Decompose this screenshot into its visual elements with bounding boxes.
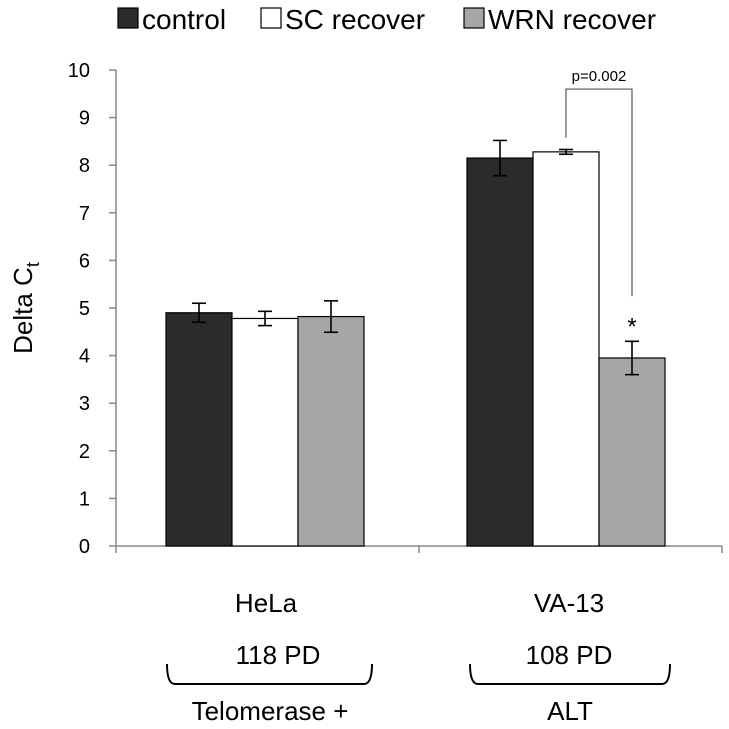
y-tick-label-1: 1 [79, 488, 90, 510]
bar-control-hela [165, 312, 233, 547]
bar-wrn-recover-hela [297, 315, 365, 547]
y-tick-label-6: 6 [79, 250, 90, 272]
group-label-alt: ALT [547, 696, 593, 726]
legend-swatch-sc-recover [260, 7, 282, 29]
category-label-va13: VA-13 [534, 588, 604, 618]
group-label-telomerase: Telomerase + [192, 696, 349, 726]
bar-wrn-recover-va-13 [598, 357, 666, 547]
y-tick-label-5: 5 [79, 298, 90, 320]
category-sublabel-va13: 108 PD [526, 640, 613, 670]
y-tick-label-7: 7 [79, 203, 90, 225]
y-axis-label: Delta Ct [8, 262, 43, 354]
bar-control-va-13 [466, 157, 534, 547]
category-sublabel-hela: 118 PD [236, 640, 321, 670]
y-tick-label-2: 2 [79, 441, 90, 463]
y-tick-label-4: 4 [79, 346, 90, 368]
legend-swatch-control [117, 7, 139, 29]
legend-label-wrn-recover: WRN recover [488, 4, 656, 35]
legend-label-sc-recover: SC recover [285, 4, 425, 35]
y-axis-label-subscript: t [23, 262, 43, 267]
legend-swatch-wrn-recover [463, 7, 485, 29]
group-brace-telomerase [166, 663, 373, 685]
y-tick-label-10: 10 [68, 60, 90, 82]
y-tick-label-0: 0 [79, 536, 90, 558]
p-value-label: p=0.002 [572, 68, 627, 85]
bar-sc-recover-hela [231, 317, 299, 547]
y-tick-label-8: 8 [79, 155, 90, 177]
bracket-line [565, 88, 633, 297]
group-brace-alt [469, 663, 671, 685]
bars [165, 151, 666, 547]
legend: control SC recover WRN recover [117, 4, 656, 35]
significance-bracket: p=0.002 * [565, 68, 637, 341]
category-label-hela: HeLa [235, 588, 298, 618]
significance-star: * [627, 314, 636, 341]
y-tick-label-9: 9 [79, 108, 90, 130]
error-bars [192, 139, 639, 376]
y-tick-label-3: 3 [79, 393, 90, 415]
legend-label-control: control [142, 4, 226, 35]
y-ticks: 0 1 2 3 4 5 6 7 8 9 10 [68, 60, 116, 558]
bar-sc-recover-va-13 [532, 151, 600, 547]
